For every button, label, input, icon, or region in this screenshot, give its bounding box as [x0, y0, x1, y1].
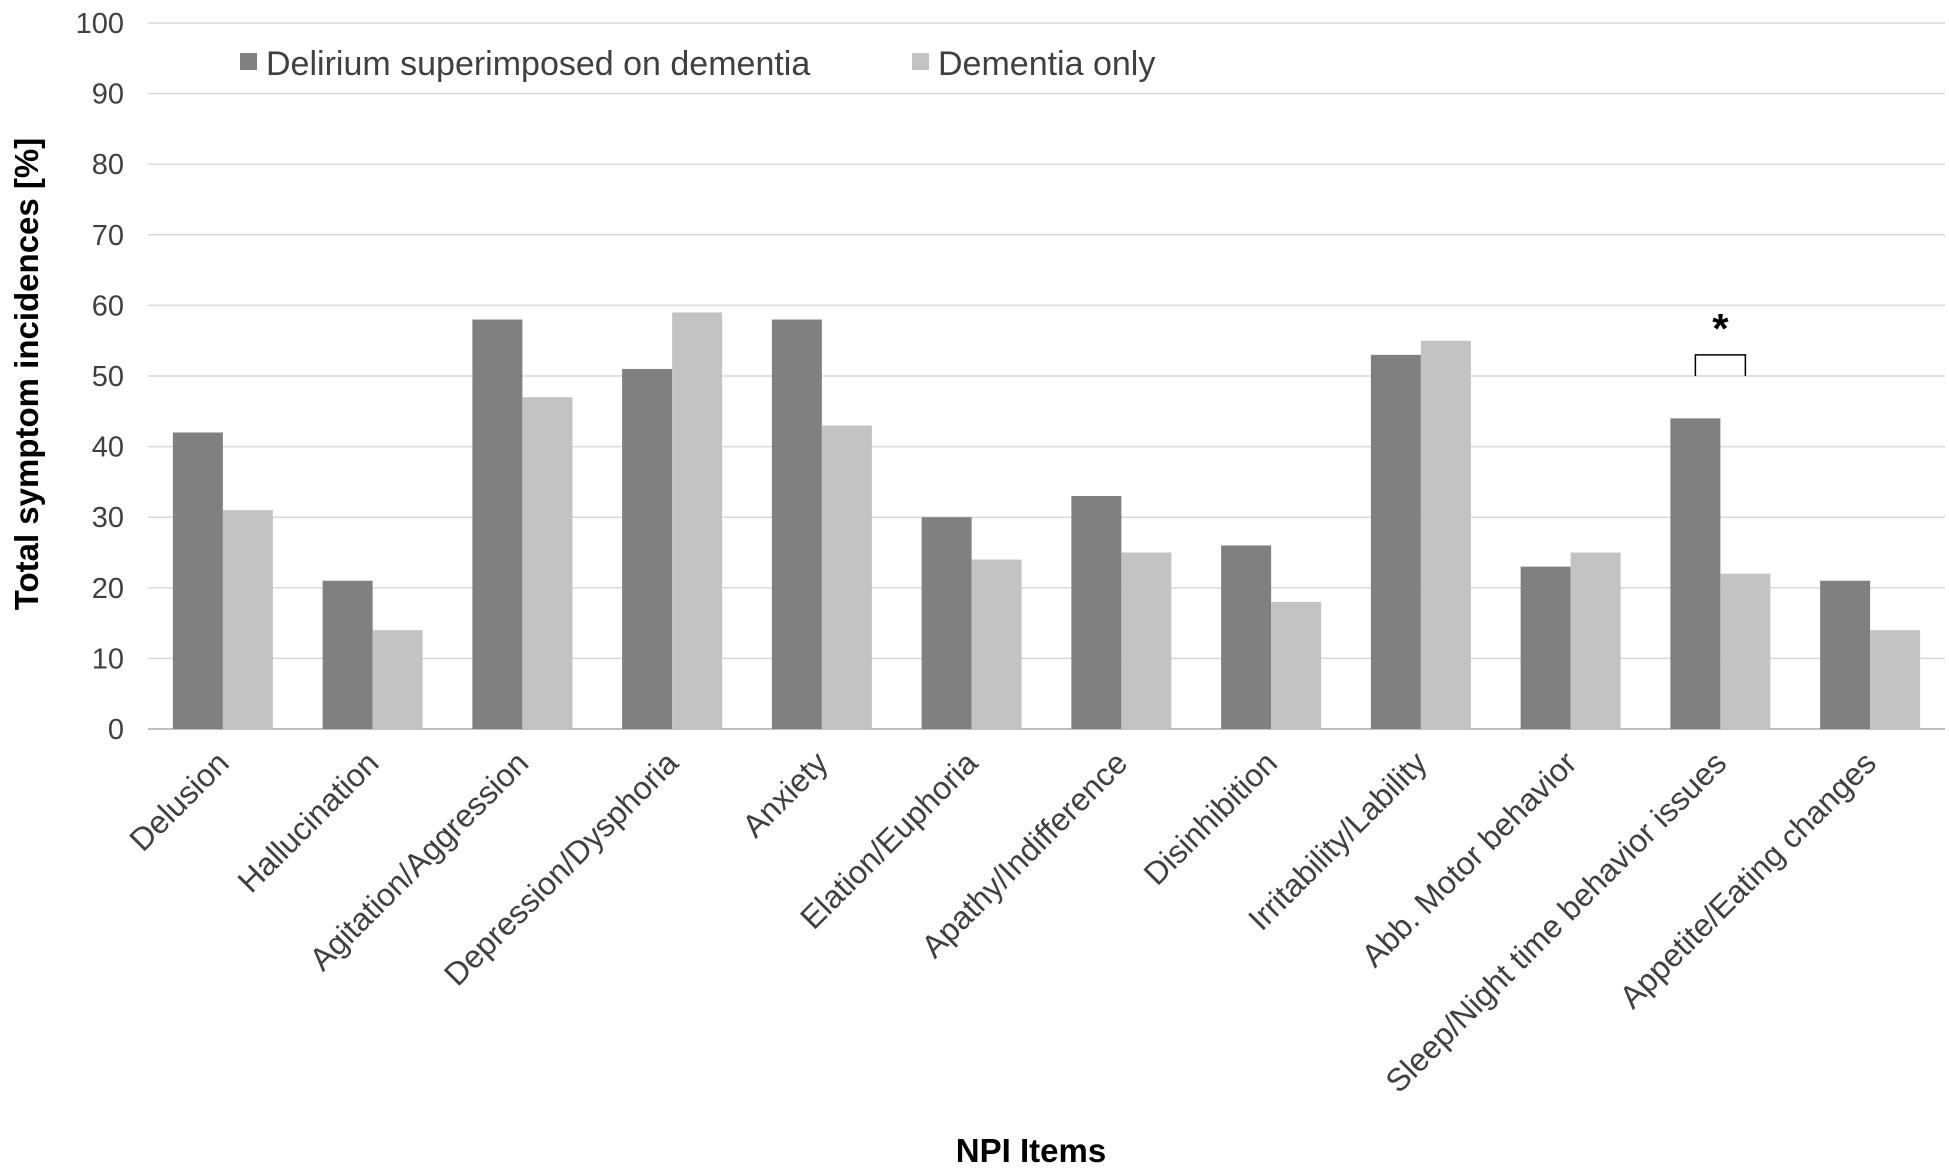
y-tick-label: 0: [108, 714, 124, 746]
gridlines: [148, 22, 1945, 730]
bar-dementia-2: [372, 630, 423, 729]
legend: Delirium superimposed on dementia Dement…: [240, 45, 1155, 83]
annotations: *: [1694, 305, 1747, 376]
bar-dementia-12: [1870, 630, 1921, 729]
legend-label-dementia: Dementia only: [938, 45, 1155, 83]
significance-bracket: [1694, 354, 1747, 376]
y-axis-ticks: 0 10 20 30 40 50 60 70 80 90 100: [76, 8, 124, 746]
y-tick-label: 30: [92, 502, 124, 534]
bar-delirium-1: [172, 432, 223, 729]
y-tick-label: 70: [92, 220, 124, 252]
bar-delirium-8: [1221, 545, 1272, 729]
bar-dementia-6: [971, 559, 1022, 729]
y-tick-label: 100: [76, 8, 124, 40]
legend-swatch-dementia: [912, 53, 929, 70]
bar-dementia-8: [1271, 601, 1322, 729]
bar-dementia-11: [1720, 573, 1771, 729]
y-tick-label: 80: [92, 149, 124, 181]
y-tick-label: 40: [92, 432, 124, 464]
significance-marker: *: [1712, 305, 1729, 352]
y-tick-label: 50: [92, 361, 124, 393]
bar-delirium-11: [1670, 418, 1721, 729]
bar-delirium-7: [1071, 496, 1122, 729]
y-tick-label: 90: [92, 79, 124, 111]
x-category-label: Anxiety: [735, 744, 835, 844]
bar-delirium-6: [921, 517, 972, 729]
bar-dementia-4: [672, 312, 723, 729]
x-category-label: Appetite/Eating changes: [1612, 744, 1883, 1015]
x-category-label: Disinhibition: [1137, 744, 1284, 891]
y-tick-label: 60: [92, 290, 124, 322]
legend-label-delirium: Delirium superimposed on dementia: [266, 45, 810, 83]
bar-delirium-12: [1820, 580, 1871, 729]
bar-delirium-10: [1520, 566, 1571, 729]
x-category-label: Delusion: [122, 744, 236, 858]
x-axis-category-labels: DelusionHallucinationAgitation/Aggressio…: [122, 744, 1883, 1099]
bar-delirium-2: [322, 580, 373, 729]
y-tick-label: 20: [92, 573, 124, 605]
bar-dementia-7: [1121, 552, 1172, 729]
y-tick-label: 10: [92, 643, 124, 675]
legend-swatch-delirium: [240, 53, 257, 70]
x-category-label: Hallucination: [231, 744, 386, 899]
y-axis-title: Total symptom incidences [%]: [8, 138, 45, 610]
bar-dementia-5: [821, 425, 872, 729]
bar-delirium-4: [622, 368, 673, 729]
bars: [172, 312, 1921, 729]
bar-delirium-5: [771, 319, 822, 729]
bar-dementia-9: [1420, 340, 1471, 729]
bar-dementia-3: [522, 397, 573, 729]
bar-dementia-1: [222, 510, 273, 729]
bar-delirium-3: [472, 319, 523, 729]
x-axis-title: NPI Items: [956, 1132, 1106, 1169]
bar-dementia-10: [1570, 552, 1621, 729]
bar-delirium-9: [1370, 354, 1421, 729]
